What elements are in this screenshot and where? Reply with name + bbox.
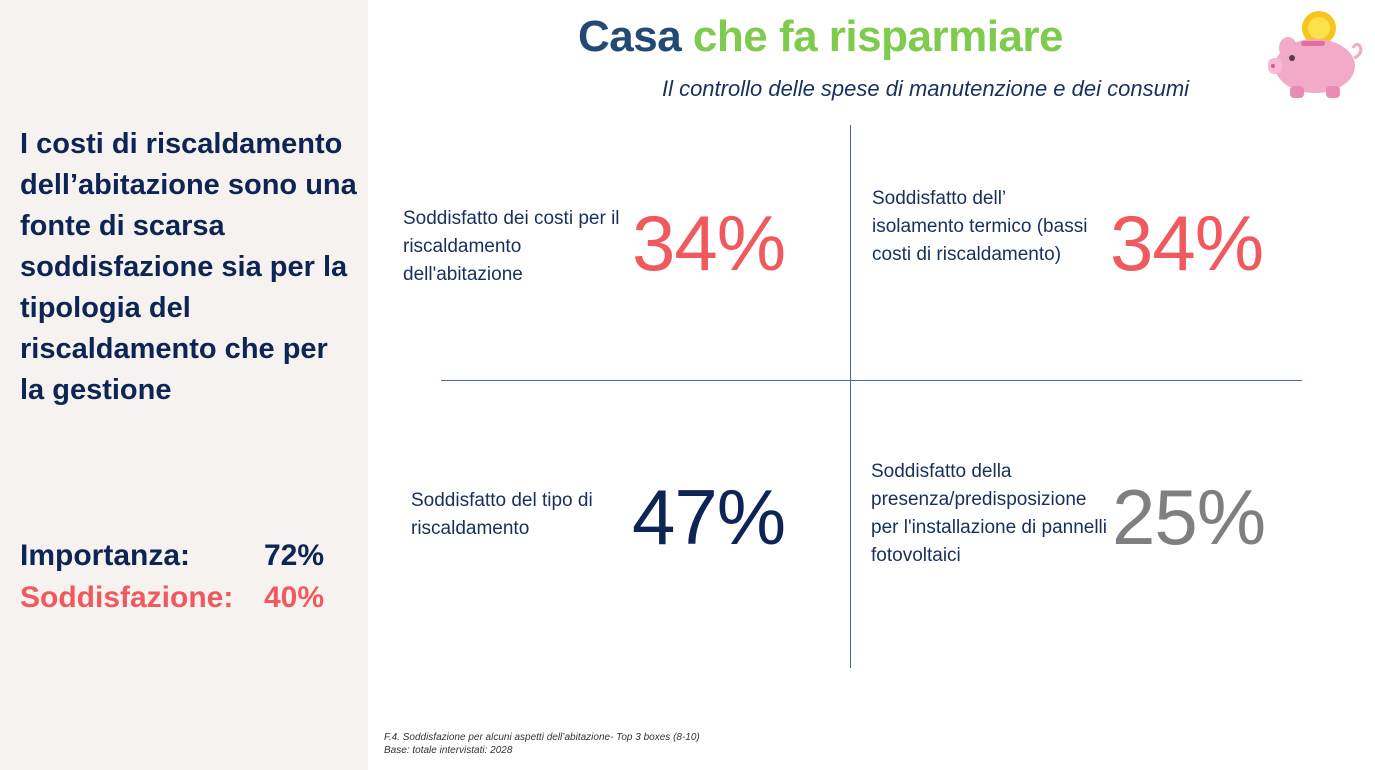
page-subtitle: Il controllo delle spese di manutenzione… [368,74,1375,104]
footnote-line-2: Base: totale intervistati: 2028 [384,745,513,756]
importance-value: 72% [264,539,325,572]
quadrant-2-label: Soddisfatto dell’ isolamento termico (ba… [872,188,1088,265]
piggy-bank-icon [1268,11,1363,98]
title-part-2: che fa risparmiare [692,12,1064,61]
quadrant-1-value: 34% [632,199,786,287]
quadrant-4-label: Soddisfatto della presenza/predisposizio… [871,461,1107,566]
vertical-divider [850,125,851,668]
page-title: Casa che fa risparmiare [368,8,1273,66]
quadrant-2-value: 34% [1110,199,1264,287]
satisfaction-label: Soddisfazione: [20,581,234,614]
horizontal-divider [441,380,1302,381]
quadrant-3-label: Soddisfatto del tipo di riscaldamento [411,490,593,539]
footnote: F.4. Soddisfazione per alcuni aspetti de… [384,731,700,757]
importance-label: Importanza: [20,539,191,572]
footnote-line-1: F.4. Soddisfazione per alcuni aspetti de… [384,732,700,743]
quadrant-1-label: Soddisfatto dei costi per il riscaldamen… [403,208,620,285]
quadrant-4-value: 25% [1112,473,1266,561]
left-panel: I costi di riscaldamento dell’abitazione… [0,0,368,770]
quadrant-3-value: 47% [632,473,786,561]
satisfaction-value: 40% [264,581,325,614]
title-part-1: Casa [577,12,682,61]
summary-text: I costi di riscaldamento dell’abitazione… [20,128,357,406]
subtitle-text: Il controllo delle spese di manutenzione… [661,76,1190,101]
